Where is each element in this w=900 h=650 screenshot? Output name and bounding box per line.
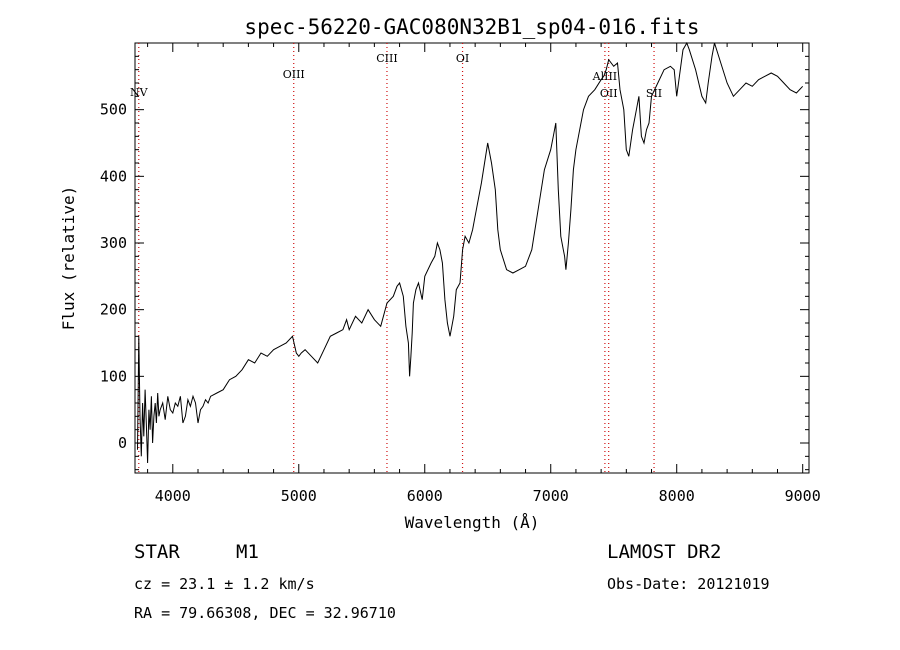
y-tick-label: 500 — [100, 101, 127, 119]
sky-coordinates: RA = 79.66308, DEC = 32.96710 — [134, 604, 396, 622]
x-tick-label: 5000 — [281, 487, 317, 505]
y-tick-label: 100 — [100, 367, 127, 385]
line-marker-label: CIII — [376, 52, 397, 65]
y-tick-label: 0 — [118, 434, 127, 452]
y-axis: 0 100 200 300 400 500 — [100, 55, 809, 471]
x-axis-label: Wavelength (Å) — [405, 513, 540, 532]
x-tick-label: 4000 — [155, 487, 191, 505]
x-axis: 4000 5000 6000 7000 8000 9000 — [147, 43, 821, 505]
x-tick-label: 6000 — [407, 487, 443, 505]
line-marker-label: NV — [130, 86, 149, 99]
observation-date: Obs-Date: 20121019 — [607, 575, 770, 593]
line-markers: NV OIII CIII OI AlIII OII SII — [130, 43, 662, 473]
chart-title: spec-56220-GAC080N32B1_sp04-016.fits — [244, 15, 699, 39]
survey-name: LAMOST DR2 — [607, 541, 722, 563]
y-tick-label: 400 — [100, 167, 127, 185]
x-tick-label: 7000 — [533, 487, 569, 505]
x-tick-label: 9000 — [785, 487, 821, 505]
line-marker-label: OII — [600, 87, 618, 100]
x-tick-label: 8000 — [659, 487, 695, 505]
line-marker-label: AlIII — [592, 70, 618, 83]
y-axis-label: Flux (relative) — [59, 186, 78, 331]
line-marker-label: SII — [646, 87, 662, 100]
y-tick-label: 200 — [100, 301, 127, 319]
plot-frame — [134, 42, 810, 474]
flux-line — [137, 41, 804, 464]
object-class: STAR — [134, 541, 180, 563]
line-marker-label: OI — [456, 52, 469, 65]
line-marker-label: OIII — [283, 68, 305, 81]
y-tick-label: 300 — [100, 234, 127, 252]
redshift-value: cz = 23.1 ± 1.2 km/s — [134, 575, 315, 593]
object-subclass: M1 — [236, 541, 259, 563]
